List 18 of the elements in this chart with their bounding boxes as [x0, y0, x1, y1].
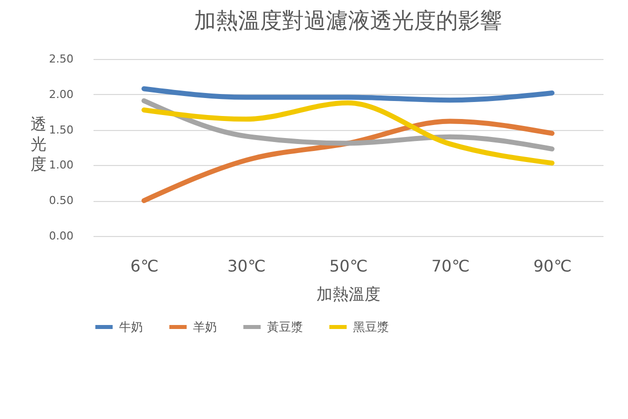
legend-label: 黑豆漿	[353, 320, 389, 334]
x-tick-label: 70℃	[431, 256, 470, 276]
x-axis-title: 加熱溫度	[316, 284, 380, 304]
legend-label: 羊奶	[193, 320, 217, 334]
y-tick-label: 0.50	[49, 194, 74, 208]
y-tick-label: 0.00	[49, 230, 74, 242]
legend-label: 牛奶	[119, 320, 143, 334]
y-tick-label: 1.50	[49, 123, 74, 136]
y-tick-label: 2.00	[49, 88, 74, 101]
chart-title: 加熱溫度對過濾液透光度的影響	[194, 9, 502, 34]
x-tick-label: 30℃	[227, 256, 266, 276]
y-tick-label: 1.00	[49, 158, 74, 172]
y-tick-label: 2.50	[49, 52, 74, 66]
x-tick-label: 50℃	[329, 256, 368, 276]
legend-label: 黃豆漿	[267, 320, 303, 334]
y-axis-title: 透光度	[30, 114, 46, 174]
x-tick-label: 90℃	[533, 256, 572, 276]
x-tick-label: 6℃	[130, 256, 159, 276]
